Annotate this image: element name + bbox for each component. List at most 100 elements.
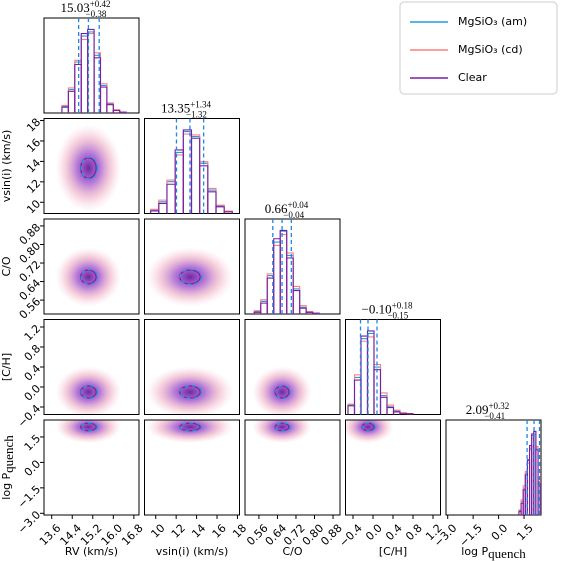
x-tick-label: 0.8 xyxy=(403,522,425,544)
histogram-bin xyxy=(80,33,89,113)
histogram-bin xyxy=(266,274,275,314)
histogram-bin xyxy=(286,254,294,314)
histogram-bin xyxy=(292,288,301,314)
sample-cloud xyxy=(55,124,122,212)
legend-label: Clear xyxy=(458,71,487,84)
y-tick-label: −1.5 xyxy=(15,483,43,511)
histogram-bin xyxy=(67,89,76,113)
panel-frame xyxy=(144,218,240,315)
panel xyxy=(43,118,140,214)
panel-title: 0.66+0.04 −0.04 xyxy=(265,200,309,220)
title-lower: −0.15 xyxy=(387,311,408,321)
y-tick-label: 1.5 xyxy=(22,432,44,454)
y-axis-label: [C/H] xyxy=(0,353,13,381)
label-main: [C/H] xyxy=(379,545,407,558)
title-upper: +0.42 xyxy=(90,0,111,9)
panel xyxy=(345,419,441,516)
histogram-bin xyxy=(166,183,176,214)
panel-content xyxy=(252,420,312,444)
x-tick-label: 12 xyxy=(169,522,188,541)
legend-label: MgSiO₃ (cd) xyxy=(458,43,523,56)
histogram-bin xyxy=(379,392,388,415)
sample-cloud xyxy=(55,420,122,444)
x-axis-label: vsin(i) (km/s) xyxy=(156,545,229,558)
panel-frame xyxy=(43,218,140,315)
histogram-bin xyxy=(266,273,275,314)
y-tick-label: 1.2 xyxy=(22,322,44,344)
histogram-bin xyxy=(166,181,176,214)
panel-frame xyxy=(345,319,441,415)
histogram-bin xyxy=(260,302,268,314)
x-tick-label: 14 xyxy=(189,522,208,541)
panel xyxy=(144,319,240,415)
histogram-bin xyxy=(190,137,201,214)
histogram-bin xyxy=(61,106,69,113)
histogram-bin xyxy=(87,33,95,113)
panel-frame xyxy=(144,319,240,415)
histogram-bin xyxy=(360,335,369,415)
y-tick-label: 18 xyxy=(24,116,43,135)
panel-content xyxy=(55,366,122,415)
histogram-bin xyxy=(292,290,301,314)
label-main: C/O xyxy=(0,256,13,276)
histogram-bin xyxy=(106,104,114,113)
sample-cloud xyxy=(55,247,122,307)
histogram-bin xyxy=(273,241,281,314)
histogram-bin xyxy=(223,211,233,214)
title-lower: −1.32 xyxy=(186,110,207,120)
y-tick-label: 16 xyxy=(24,136,43,155)
panel-frame xyxy=(445,419,542,516)
x-tick-label: −0.4 xyxy=(337,522,365,550)
histogram-bin xyxy=(360,338,369,415)
label-main: RV (km/s) xyxy=(65,545,118,558)
y-tick-label: 0.8 xyxy=(22,342,44,364)
histogram-bin xyxy=(386,407,395,415)
panel-content xyxy=(252,366,312,415)
panel-frame xyxy=(244,319,341,415)
panel-content xyxy=(345,420,394,444)
title-value: 0.66 xyxy=(265,201,288,216)
histogram-bin xyxy=(405,413,414,415)
sample-cloud xyxy=(146,420,234,444)
histogram-bin xyxy=(535,449,539,515)
contour xyxy=(80,385,99,400)
label-sub: quench xyxy=(1,435,16,473)
panel-frame xyxy=(244,419,341,516)
histogram-bin xyxy=(279,229,288,314)
histogram-bin xyxy=(379,394,388,415)
title-upper: +0.32 xyxy=(488,401,509,411)
x-axis-label: [C/H] xyxy=(379,545,407,558)
title-value: 2.09 xyxy=(466,402,489,417)
histogram-bin xyxy=(353,374,362,415)
histogram-bin xyxy=(182,131,193,214)
histogram-bin xyxy=(119,111,127,113)
x-tick-label: 0.4 xyxy=(383,522,405,544)
contour xyxy=(179,422,203,432)
title-value: −0.10 xyxy=(362,302,392,317)
histogram-bin xyxy=(80,38,89,113)
title-lower: −0.04 xyxy=(283,210,304,220)
y-tick-label: 10 xyxy=(24,197,43,216)
x-tick-label: 13.6 xyxy=(37,522,64,549)
histogram-bin xyxy=(286,252,294,314)
contour xyxy=(179,385,203,400)
panel-content xyxy=(55,420,122,444)
histogram-bin xyxy=(190,134,201,214)
histogram-bin xyxy=(190,136,201,214)
sample-cloud xyxy=(146,366,234,415)
histogram-bin xyxy=(80,35,89,113)
panel-frame xyxy=(43,17,140,114)
histogram-bin xyxy=(215,206,225,214)
x-axis-label: RV (km/s) xyxy=(65,545,118,558)
histogram-bin xyxy=(207,189,217,214)
histogram-bin xyxy=(99,83,108,113)
x-axis-label: log Pquench xyxy=(461,545,526,561)
label-sub: quench xyxy=(488,546,526,561)
x-tick-label: 1.5 xyxy=(514,522,536,544)
title-upper: +1.34 xyxy=(190,100,211,110)
histogram-bin xyxy=(207,191,217,214)
panel-content xyxy=(55,247,122,307)
panel-title: 13.35+1.34 −1.32 xyxy=(161,100,212,120)
contour xyxy=(275,385,292,400)
y-tick-label: 12 xyxy=(24,177,43,196)
